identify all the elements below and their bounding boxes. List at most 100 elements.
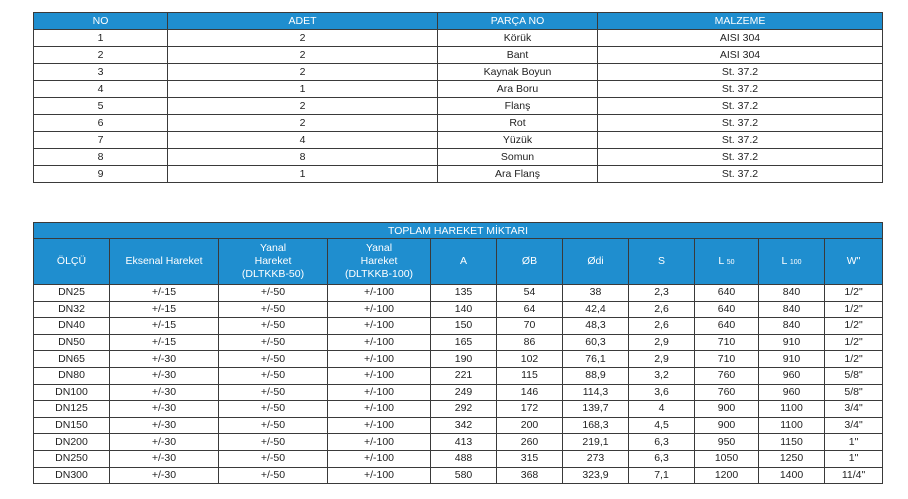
table-cell: 1100 bbox=[758, 400, 825, 418]
table-cell: +/-30 bbox=[109, 350, 219, 368]
table-cell: +/-15 bbox=[109, 300, 219, 319]
table-cell: 4,5 bbox=[628, 416, 695, 435]
l100-main: L bbox=[781, 254, 787, 267]
table-cell: 60,3 bbox=[562, 333, 629, 352]
table-cell: 292 bbox=[430, 400, 497, 418]
table-cell: DN40 bbox=[33, 317, 110, 335]
table-cell: 219,1 bbox=[562, 433, 629, 451]
table-cell: DN100 bbox=[33, 383, 110, 402]
table-cell: 910 bbox=[758, 350, 825, 368]
table-cell: 7 bbox=[33, 131, 168, 149]
table-cell: 200 bbox=[496, 416, 563, 435]
l50-main: L bbox=[718, 254, 724, 267]
motion-row: DN300 +/-30 +/-50 +/-100 580 368 323,9 7,1 1200 1… bbox=[33, 466, 884, 485]
col-header-odi: Ødi bbox=[562, 238, 629, 285]
yanal-50-line3: (DLTKKB-50) bbox=[241, 268, 305, 280]
table-cell: +/-30 bbox=[109, 449, 219, 468]
table-cell: 4 bbox=[33, 80, 168, 98]
table-cell: 1 bbox=[167, 80, 438, 98]
table-cell: DN250 bbox=[33, 449, 110, 468]
col-header-yanal-50: Yanal Hareket (DLTKKB-50) bbox=[218, 238, 328, 285]
table-cell: 8 bbox=[33, 148, 168, 166]
table-cell: 102 bbox=[496, 350, 563, 368]
col-header-l50: L 50 bbox=[694, 238, 759, 285]
table-cell: DN50 bbox=[33, 333, 110, 352]
table-cell: 3,6 bbox=[628, 383, 695, 402]
table-cell: 2,9 bbox=[628, 350, 695, 368]
table-cell: 76,1 bbox=[562, 350, 629, 368]
col-header-parca-no: PARÇA NO bbox=[437, 12, 598, 30]
parts-table-body: 1 2 Körük AISI 304 2 2 Bant AISI 304 3 2 Kaynak Bo… bbox=[33, 29, 883, 183]
table-cell: 1/2" bbox=[823, 333, 884, 352]
table-cell: +/-100 bbox=[327, 449, 431, 468]
table-cell: +/-50 bbox=[218, 433, 328, 451]
table-cell: +/-30 bbox=[109, 366, 219, 385]
table-cell: +/-50 bbox=[218, 449, 328, 468]
table-cell: 88,9 bbox=[562, 366, 629, 385]
table-cell: Körük bbox=[437, 29, 598, 47]
table-cell: 1250 bbox=[758, 449, 825, 468]
table-cell: 960 bbox=[758, 366, 825, 385]
motion-title-row: TOPLAM HAREKET MİKTARI bbox=[32, 222, 884, 239]
table-cell: 640 bbox=[694, 284, 759, 302]
table-cell: 6 bbox=[33, 114, 168, 132]
motion-table-body: DN25 +/-15 +/-50 +/-100 135 54 38 2,3 640 840 1/2"… bbox=[33, 284, 884, 485]
table-cell: 8 bbox=[167, 148, 438, 166]
table-cell: +/-50 bbox=[218, 333, 328, 352]
table-cell: 2 bbox=[167, 46, 438, 64]
table-cell: 1100 bbox=[758, 416, 825, 435]
table-cell: Yüzük bbox=[437, 131, 598, 149]
table-cell: 1150 bbox=[758, 433, 825, 451]
table-cell: +/-15 bbox=[109, 333, 219, 352]
table-cell: 5/8" bbox=[823, 366, 884, 385]
motion-row: DN32 +/-15 +/-50 +/-100 140 64 42,4 2,6 640 840 1/… bbox=[33, 300, 884, 319]
table-cell: +/-30 bbox=[109, 416, 219, 435]
parts-table: NO ADET PARÇA NO MALZEME 1 2 Körük AISI 304… bbox=[33, 12, 883, 183]
col-header-no: NO bbox=[33, 12, 168, 30]
table-cell: Flanş bbox=[437, 97, 598, 115]
table-cell: AISI 304 bbox=[597, 46, 883, 64]
table-cell: St. 37.2 bbox=[597, 148, 883, 166]
table-cell: 960 bbox=[758, 383, 825, 402]
table-cell: DN125 bbox=[33, 400, 110, 418]
table-cell: St. 37.2 bbox=[597, 80, 883, 98]
table-cell: +/-100 bbox=[327, 317, 431, 335]
table-cell: 64 bbox=[496, 300, 563, 319]
col-header-yanal-100: Yanal Hareket (DLTKKB-100) bbox=[327, 238, 431, 285]
table-cell: +/-50 bbox=[218, 284, 328, 302]
table-cell: St. 37.2 bbox=[597, 114, 883, 132]
table-cell: 2,3 bbox=[628, 284, 695, 302]
table-cell: +/-100 bbox=[327, 333, 431, 352]
table-cell: +/-50 bbox=[218, 400, 328, 418]
table-cell: 1/2" bbox=[823, 317, 884, 335]
table-cell: 115 bbox=[496, 366, 563, 385]
table-cell: DN150 bbox=[33, 416, 110, 435]
table-cell: 3/4" bbox=[823, 416, 884, 435]
yanal-50-line2: Hareket bbox=[254, 255, 292, 267]
table-cell: 70 bbox=[496, 317, 563, 335]
table-cell: +/-50 bbox=[218, 350, 328, 368]
table-cell: +/-50 bbox=[218, 466, 328, 485]
parts-row: 3 2 Kaynak Boyun St. 37.2 bbox=[33, 63, 883, 81]
table-cell: 1/2" bbox=[823, 350, 884, 368]
table-cell: +/-100 bbox=[327, 416, 431, 435]
parts-row: 9 1 Ara Flanş St. 37.2 bbox=[33, 165, 883, 183]
table-cell: St. 37.2 bbox=[597, 131, 883, 149]
table-cell: 2 bbox=[167, 114, 438, 132]
table-cell: Ara Flanş bbox=[437, 165, 598, 183]
table-cell: 260 bbox=[496, 433, 563, 451]
table-cell: 7,1 bbox=[628, 466, 695, 485]
motion-row: DN100 +/-30 +/-50 +/-100 249 146 114,3 3,6 760 96… bbox=[33, 383, 884, 402]
table-cell: +/-30 bbox=[109, 400, 219, 418]
table-cell: DN25 bbox=[33, 284, 110, 302]
table-cell: 323,9 bbox=[562, 466, 629, 485]
table-cell: +/-50 bbox=[218, 383, 328, 402]
table-cell: +/-100 bbox=[327, 300, 431, 319]
motion-row: DN150 +/-30 +/-50 +/-100 342 200 168,3 4,5 900 11… bbox=[33, 416, 884, 435]
motion-row: DN50 +/-15 +/-50 +/-100 165 86 60,3 2,9 710 910 1/… bbox=[33, 333, 884, 352]
parts-row: 8 8 Somun St. 37.2 bbox=[33, 148, 883, 166]
table-cell: +/-30 bbox=[109, 466, 219, 485]
col-header-olcu: ÖLÇÜ bbox=[33, 238, 110, 285]
table-cell: 6,3 bbox=[628, 449, 695, 468]
parts-row: 5 2 Flanş St. 37.2 bbox=[33, 97, 883, 115]
